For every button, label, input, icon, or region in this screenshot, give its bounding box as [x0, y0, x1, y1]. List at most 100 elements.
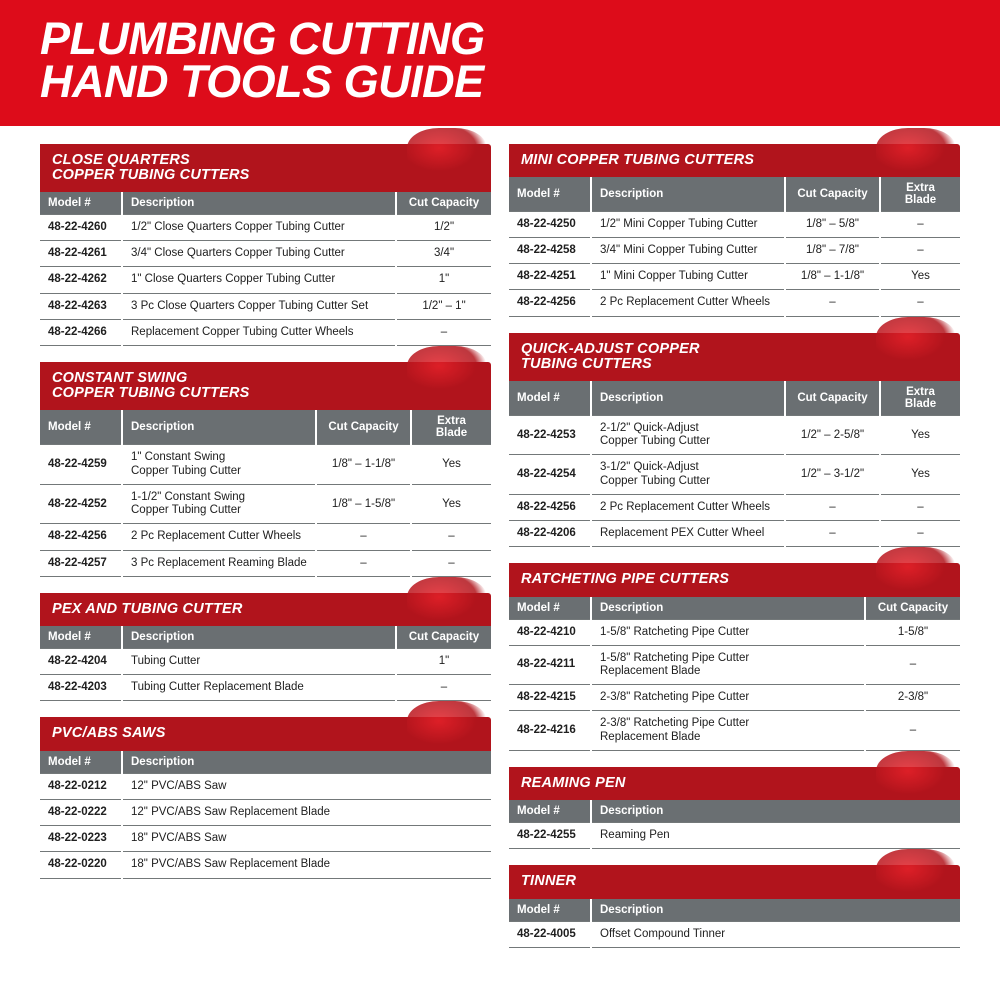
product-table: Model #Description48-22-4005Offset Compo…: [509, 899, 960, 948]
cell-extra_blade: Yes: [880, 455, 960, 494]
section-mini_copper: MINI COPPER TUBING CUTTERSModel #Descrip…: [509, 144, 960, 317]
product-table: Model #Description48-22-021212" PVC/ABS …: [40, 751, 491, 879]
cell-description: 2-3/8" Ratcheting Pipe CutterReplacement…: [591, 711, 865, 750]
cell-cut_capacity: –: [785, 494, 880, 520]
cell-model: 48-22-4256: [509, 290, 591, 316]
section-title: PEX AND TUBING CUTTER: [40, 593, 491, 626]
table-row: 48-22-42501/2" Mini Copper Tubing Cutter…: [509, 211, 960, 237]
table-row: 48-22-42573 Pc Replacement Reaming Blade…: [40, 550, 491, 576]
cell-description: 2 Pc Replacement Cutter Wheels: [591, 290, 785, 316]
cell-cut_capacity: –: [785, 521, 880, 547]
table-row: 48-22-42613/4" Close Quarters Copper Tub…: [40, 241, 491, 267]
section-close_quarters: CLOSE QUARTERSCOPPER TUBING CUTTERSModel…: [40, 144, 491, 347]
cell-description: 1-5/8" Ratcheting Pipe CutterReplacement…: [591, 645, 865, 684]
cell-cut_capacity: –: [316, 524, 411, 550]
right-column: MINI COPPER TUBING CUTTERSModel #Descrip…: [509, 144, 960, 964]
table-row: 48-22-42543-1/2" Quick-AdjustCopper Tubi…: [509, 455, 960, 494]
cell-model: 48-22-4005: [509, 921, 591, 947]
col-header-extra_blade: Extra Blade: [880, 177, 960, 212]
cell-model: 48-22-0220: [40, 852, 122, 878]
section-title: REAMING PEN: [509, 767, 960, 800]
cell-extra_blade: –: [880, 521, 960, 547]
content-grid: CLOSE QUARTERSCOPPER TUBING CUTTERSModel…: [0, 126, 1000, 964]
cell-extra_blade: –: [880, 290, 960, 316]
cell-description: 3 Pc Close Quarters Copper Tubing Cutter…: [122, 293, 396, 319]
section-pvc_abs: PVC/ABS SAWSModel #Description48-22-0212…: [40, 717, 491, 878]
col-header-description: Description: [122, 410, 316, 445]
table-row: 48-22-022018" PVC/ABS Saw Replacement Bl…: [40, 852, 491, 878]
cell-model: 48-22-4216: [509, 711, 591, 750]
section-title: CONSTANT SWINGCOPPER TUBING CUTTERS: [40, 362, 491, 410]
table-row: 48-22-42532-1/2" Quick-AdjustCopper Tubi…: [509, 416, 960, 455]
table-row: 48-22-4204Tubing Cutter1": [40, 649, 491, 675]
section-pex_tubing: PEX AND TUBING CUTTERModel #DescriptionC…: [40, 593, 491, 702]
cell-cut_capacity: 2-3/8": [865, 685, 960, 711]
cell-description: 1" Mini Copper Tubing Cutter: [591, 264, 785, 290]
cell-model: 48-22-4262: [40, 267, 122, 293]
cell-model: 48-22-4210: [509, 619, 591, 645]
cell-extra_blade: –: [880, 494, 960, 520]
cell-model: 48-22-0223: [40, 826, 122, 852]
col-header-cut_capacity: Cut Capacity: [396, 626, 491, 649]
cell-model: 48-22-4252: [40, 484, 122, 523]
cell-description: Replacement Copper Tubing Cutter Wheels: [122, 319, 396, 345]
table-row: 48-22-021212" PVC/ABS Saw: [40, 773, 491, 799]
cell-cut_capacity: 1/2" – 1": [396, 293, 491, 319]
table-row: 48-22-42601/2" Close Quarters Copper Tub…: [40, 214, 491, 240]
cell-extra_blade: Yes: [880, 416, 960, 455]
table-row: 48-22-4203Tubing Cutter Replacement Blad…: [40, 675, 491, 701]
cell-description: Offset Compound Tinner: [591, 921, 960, 947]
cell-cut_capacity: –: [396, 319, 491, 345]
cell-description: 12" PVC/ABS Saw Replacement Blade: [122, 799, 491, 825]
cell-description: 3/4" Mini Copper Tubing Cutter: [591, 237, 785, 263]
col-header-description: Description: [591, 800, 960, 823]
cell-extra_blade: Yes: [880, 264, 960, 290]
cell-model: 48-22-4254: [509, 455, 591, 494]
col-header-model: Model #: [509, 177, 591, 212]
table-row: 48-22-42562 Pc Replacement Cutter Wheels…: [509, 494, 960, 520]
cell-model: 48-22-4260: [40, 214, 122, 240]
cell-model: 48-22-4257: [40, 550, 122, 576]
cell-description: 3 Pc Replacement Reaming Blade: [122, 550, 316, 576]
col-header-model: Model #: [40, 192, 122, 215]
section-title: MINI COPPER TUBING CUTTERS: [509, 144, 960, 177]
cell-description: Replacement PEX Cutter Wheel: [591, 521, 785, 547]
col-header-model: Model #: [509, 381, 591, 416]
cell-cut_capacity: 3/4": [396, 241, 491, 267]
table-row: 48-22-4255Reaming Pen: [509, 823, 960, 849]
cell-extra_blade: –: [411, 550, 491, 576]
cell-cut_capacity: 1/8" – 7/8": [785, 237, 880, 263]
cell-model: 48-22-0212: [40, 773, 122, 799]
cell-model: 48-22-4203: [40, 675, 122, 701]
cell-cut_capacity: –: [785, 290, 880, 316]
cell-model: 48-22-4253: [509, 416, 591, 455]
cell-extra_blade: Yes: [411, 484, 491, 523]
table-row: 48-22-4266Replacement Copper Tubing Cutt…: [40, 319, 491, 345]
col-header-model: Model #: [509, 597, 591, 620]
cell-description: 1" Close Quarters Copper Tubing Cutter: [122, 267, 396, 293]
col-header-description: Description: [591, 899, 960, 922]
table-row: 48-22-42521-1/2" Constant SwingCopper Tu…: [40, 484, 491, 523]
section-title: QUICK-ADJUST COPPERTUBING CUTTERS: [509, 333, 960, 381]
cell-description: 1-1/2" Constant SwingCopper Tubing Cutte…: [122, 484, 316, 523]
table-row: 48-22-42152-3/8" Ratcheting Pipe Cutter2…: [509, 685, 960, 711]
cell-model: 48-22-4259: [40, 445, 122, 484]
col-header-description: Description: [122, 192, 396, 215]
cell-model: 48-22-4215: [509, 685, 591, 711]
cell-description: 18" PVC/ABS Saw: [122, 826, 491, 852]
cell-model: 48-22-4256: [40, 524, 122, 550]
product-table: Model #DescriptionCut Capacity48-22-4210…: [509, 597, 960, 751]
page-title: PLUMBING CUTTINGHAND TOOLS GUIDE: [0, 0, 1000, 126]
col-header-cut_capacity: Cut Capacity: [865, 597, 960, 620]
table-row: 48-22-42101-5/8" Ratcheting Pipe Cutter1…: [509, 619, 960, 645]
cell-model: 48-22-4258: [509, 237, 591, 263]
col-header-model: Model #: [509, 899, 591, 922]
cell-description: 1/2" Close Quarters Copper Tubing Cutter: [122, 214, 396, 240]
cell-description: 2 Pc Replacement Cutter Wheels: [591, 494, 785, 520]
cell-extra_blade: –: [880, 211, 960, 237]
product-table: Model #DescriptionCut Capacity48-22-4204…: [40, 626, 491, 701]
col-header-extra_blade: Extra Blade: [411, 410, 491, 445]
table-row: 48-22-4206Replacement PEX Cutter Wheel––: [509, 521, 960, 547]
section-title: CLOSE QUARTERSCOPPER TUBING CUTTERS: [40, 144, 491, 192]
cell-model: 48-22-4255: [509, 823, 591, 849]
